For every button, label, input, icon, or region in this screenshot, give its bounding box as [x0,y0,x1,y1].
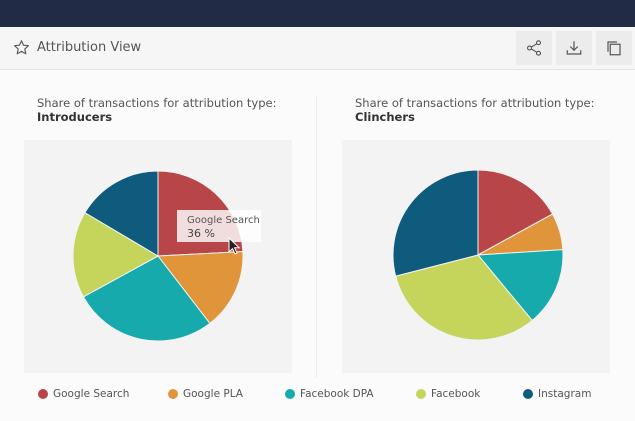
pie-slice-facebook[interactable] [72,211,160,298]
copy-button[interactable] [596,31,632,65]
pie-slice-facebook[interactable] [395,254,533,341]
view-header: Attribution View [0,27,635,70]
clinchers-chart-area [342,140,610,373]
legend-swatch [285,389,295,399]
star-icon[interactable] [13,39,30,56]
chart-caption-clinchers: Share of transactions for attribution ty… [355,96,594,124]
tooltip-label: Google Search [187,215,260,226]
panel-divider [316,96,317,378]
clinchers-pie-chart[interactable] [342,140,610,373]
legend-item[interactable]: Google Search [38,388,129,400]
pie-slice-facebook-dpa[interactable] [82,255,211,342]
caption-text: Share of transactions for attribution ty… [37,96,277,110]
introducers-chart-area [24,140,292,373]
page-title: Attribution View [37,40,142,55]
legend-label: Facebook DPA [300,388,374,400]
share-button[interactable] [516,31,552,65]
chart-tooltip: Google Search 36 % [177,210,261,242]
introducers-pie-chart[interactable] [24,140,292,373]
legend-item[interactable]: Facebook DPA [285,388,374,400]
legend-label: Google PLA [183,388,243,400]
pie-slice-google-pla[interactable] [157,251,244,325]
legend-label: Instagram [538,388,592,400]
chart-caption-introducers: Share of transactions for attribution ty… [37,96,276,124]
legend-label: Facebook [431,388,481,400]
pie-slice-instagram[interactable] [84,170,159,257]
top-navigation-bar [0,0,635,27]
attribution-type-label: Introducers [37,110,113,124]
pie-slice-google-search[interactable] [477,169,554,256]
download-icon [565,39,583,57]
mouse-cursor-icon [228,236,241,259]
pie-slice-facebook-dpa[interactable] [476,249,564,322]
pie-slice-instagram[interactable] [392,169,479,277]
legend-swatch [523,389,533,399]
download-button[interactable] [556,31,592,65]
legend-swatch [168,389,178,399]
copy-icon [605,39,623,57]
legend-swatch [38,389,48,399]
legend-label: Google Search [53,388,130,400]
legend-swatch [416,389,426,399]
caption-text: Share of transactions for attribution ty… [355,96,595,110]
legend-item[interactable]: Google PLA [168,388,243,400]
chart-legend: Google Search Google PLA Facebook DPA Fa… [0,388,635,406]
share-icon [525,39,543,57]
tooltip-value: 36 % [187,227,215,240]
legend-item[interactable]: Facebook [416,388,480,400]
attribution-type-label: Clinchers [355,110,415,124]
legend-item[interactable]: Instagram [523,388,591,400]
